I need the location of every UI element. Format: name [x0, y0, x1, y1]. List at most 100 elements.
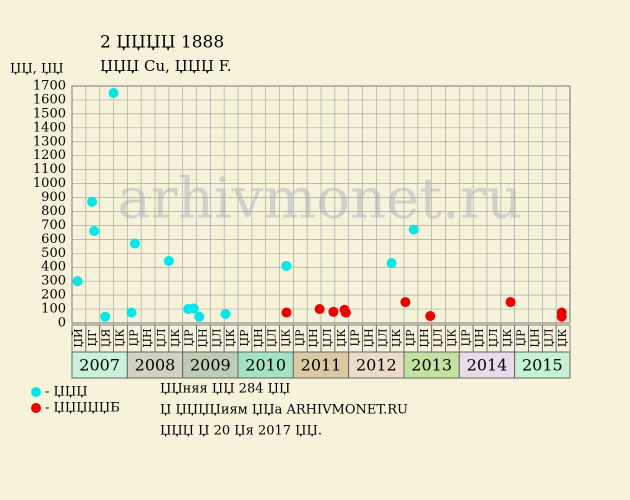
year-band	[348, 351, 405, 379]
year-band	[514, 351, 571, 379]
y-tick-label: 300	[41, 274, 66, 289]
x-tick-label: ЏН	[141, 328, 154, 347]
x-tick-label: ЏР	[127, 329, 140, 347]
year-label: 2009	[190, 356, 231, 375]
year-label: 2010	[245, 356, 286, 375]
x-tick-label: ЏЛ	[487, 329, 500, 348]
point	[340, 307, 351, 318]
point	[89, 225, 100, 236]
x-tick-label: ЏК	[556, 328, 569, 347]
x-tick-label: ЏЛ	[210, 329, 223, 348]
x-tick-label: ЏН	[528, 328, 541, 347]
point	[72, 276, 83, 287]
y-tick-label: 100	[41, 302, 66, 317]
point	[408, 224, 419, 235]
x-tick-label: ЏК	[169, 328, 182, 347]
y-tick-label: 1300	[33, 134, 66, 149]
x-tick-label: ЏР	[238, 329, 251, 347]
x-tick-label: ЏЙ	[71, 328, 85, 347]
x-tick-label: ЏР	[183, 329, 196, 347]
legend-marker	[31, 403, 41, 413]
x-tick-label: ЏЛ	[266, 329, 279, 348]
y-tick-label: 1000	[33, 176, 66, 191]
point	[163, 255, 174, 266]
x-tick-label: ЏР	[515, 329, 528, 347]
point	[328, 306, 339, 317]
point	[400, 297, 411, 308]
y-tick-label: 1400	[33, 120, 66, 135]
year-label: 2014	[467, 356, 508, 375]
y-tick-label: 600	[41, 232, 66, 247]
plot-frame	[71, 85, 571, 324]
point	[314, 304, 325, 315]
point	[281, 307, 292, 318]
x-tick-label: ЏК	[445, 328, 458, 347]
x-tick-label: ЏК	[335, 328, 348, 347]
y-tick-label: 800	[41, 204, 66, 219]
x-tick-label: ЏР	[404, 329, 417, 347]
year-label: 2015	[522, 356, 563, 375]
point	[220, 308, 231, 319]
year-label: 2013	[411, 356, 452, 375]
point	[556, 311, 567, 322]
y-tick-label: 900	[41, 190, 66, 205]
y-tick-label: 1200	[33, 148, 66, 163]
x-tick-label: ЏН	[252, 328, 265, 347]
y-tick-label: 200	[41, 288, 66, 303]
year-label: 2012	[356, 356, 397, 375]
legend-marker	[31, 387, 41, 397]
x-tick-label: ЏЯ	[100, 329, 113, 348]
x-tick-label: ЏЛ	[376, 329, 389, 348]
y-tick-label: 700	[41, 218, 66, 233]
x-tick-label: ЏК	[224, 328, 237, 347]
year-label: 2011	[301, 356, 342, 375]
x-tick-label: ЏЛ	[432, 329, 445, 348]
y-tick-label: 400	[41, 260, 66, 275]
point	[281, 260, 292, 271]
x-tick-label: ЏР	[459, 329, 472, 347]
note: Џ ЏЏЏЏиям ЏЏа ARHIVMONET.RU	[160, 403, 408, 418]
x-tick-label: ЏН	[307, 328, 320, 347]
x-tick-label: ЏЛ	[542, 329, 555, 348]
x-tick-label: ЏЛ	[155, 329, 168, 348]
x-tick-label: ЏК	[113, 328, 126, 347]
point	[108, 87, 119, 98]
point	[87, 196, 98, 207]
year-label: 2007	[79, 356, 120, 375]
chart-title: 2 ЏЏЏЏ 1888	[100, 33, 224, 53]
point	[425, 311, 436, 322]
legend-label: - ЏЏЏЏЏБ	[45, 401, 120, 416]
x-tick-label: ЏК	[279, 328, 292, 347]
year-band	[126, 351, 184, 379]
y-tick-label: 0	[58, 316, 66, 331]
x-tick-label: ЏН	[362, 328, 375, 347]
y-axis-label: ЏЏ, ЏЏ	[10, 62, 64, 77]
x-tick-label: ЏН	[473, 328, 486, 347]
point	[194, 311, 205, 322]
y-tick-label: 500	[41, 246, 66, 261]
x-tick-label: ЏК	[390, 328, 403, 347]
x-tick-label: ЏР	[349, 329, 362, 347]
x-tick-label: ЏН	[418, 328, 431, 347]
year-label: 2008	[135, 356, 176, 375]
x-tick-label: ЏН	[196, 328, 209, 347]
x-tick-label: ЏЛ	[321, 329, 334, 348]
y-tick-label: 1600	[33, 92, 66, 107]
y-tick-label: 1500	[33, 106, 66, 121]
point	[100, 311, 111, 322]
point	[188, 303, 199, 314]
x-tick-label: ЏК	[501, 328, 514, 347]
point	[126, 307, 137, 318]
year-band	[292, 351, 350, 379]
y-tick-label: 1700	[33, 79, 66, 94]
point	[129, 238, 140, 249]
note: ЏЏЏ Џ 20 Џя 2017 ЏЏ.	[160, 424, 322, 439]
x-tick-label: ЏР	[293, 329, 306, 347]
y-tick-label: 1100	[33, 162, 66, 177]
column-cell	[555, 324, 571, 353]
year-band	[403, 351, 460, 379]
point	[505, 297, 516, 308]
year-band	[458, 351, 516, 379]
note: ЏЏняя ЏЏ 284 ЏЏ	[160, 382, 290, 397]
